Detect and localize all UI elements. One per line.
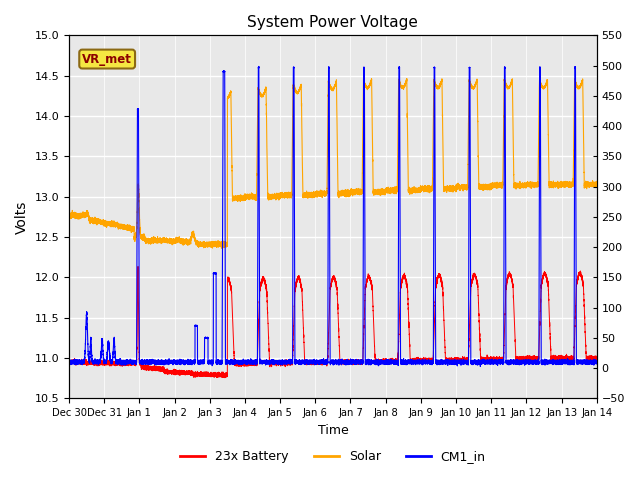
23x Battery: [65, 359, 73, 364]
CM1_in: [559, 360, 566, 366]
Solar: [443, 188, 451, 193]
Y-axis label: Volts: Volts: [15, 200, 29, 234]
Solar: [593, 181, 600, 187]
Line: CM1_in: CM1_in: [69, 66, 596, 366]
CM1_in: [404, 359, 412, 365]
23x Battery: [559, 354, 566, 360]
23x Battery: [385, 359, 392, 364]
23x Battery: [315, 360, 323, 365]
X-axis label: Time: Time: [317, 424, 348, 437]
Solar: [559, 182, 566, 188]
Text: VR_met: VR_met: [82, 53, 132, 66]
CM1_in: [196, 360, 204, 366]
Legend: 23x Battery, Solar, CM1_in: 23x Battery, Solar, CM1_in: [175, 445, 491, 468]
Line: Solar: Solar: [69, 79, 596, 248]
CM1_in: [315, 358, 323, 364]
Line: 23x Battery: 23x Battery: [69, 266, 596, 378]
23x Battery: [134, 264, 142, 269]
Solar: [65, 212, 73, 218]
CM1_in: [385, 360, 392, 365]
23x Battery: [196, 370, 204, 376]
CM1_in: [65, 359, 73, 365]
Solar: [404, 151, 412, 156]
Solar: [385, 187, 392, 192]
CM1_in: [476, 363, 484, 369]
Solar: [218, 245, 225, 251]
Solar: [315, 190, 323, 196]
CM1_in: [443, 360, 451, 366]
23x Battery: [221, 375, 228, 381]
CM1_in: [255, 63, 262, 69]
23x Battery: [404, 296, 412, 301]
Title: System Power Voltage: System Power Voltage: [248, 15, 419, 30]
23x Battery: [443, 355, 451, 361]
CM1_in: [593, 360, 600, 366]
23x Battery: [593, 357, 600, 362]
Solar: [196, 240, 204, 246]
Solar: [403, 76, 411, 82]
